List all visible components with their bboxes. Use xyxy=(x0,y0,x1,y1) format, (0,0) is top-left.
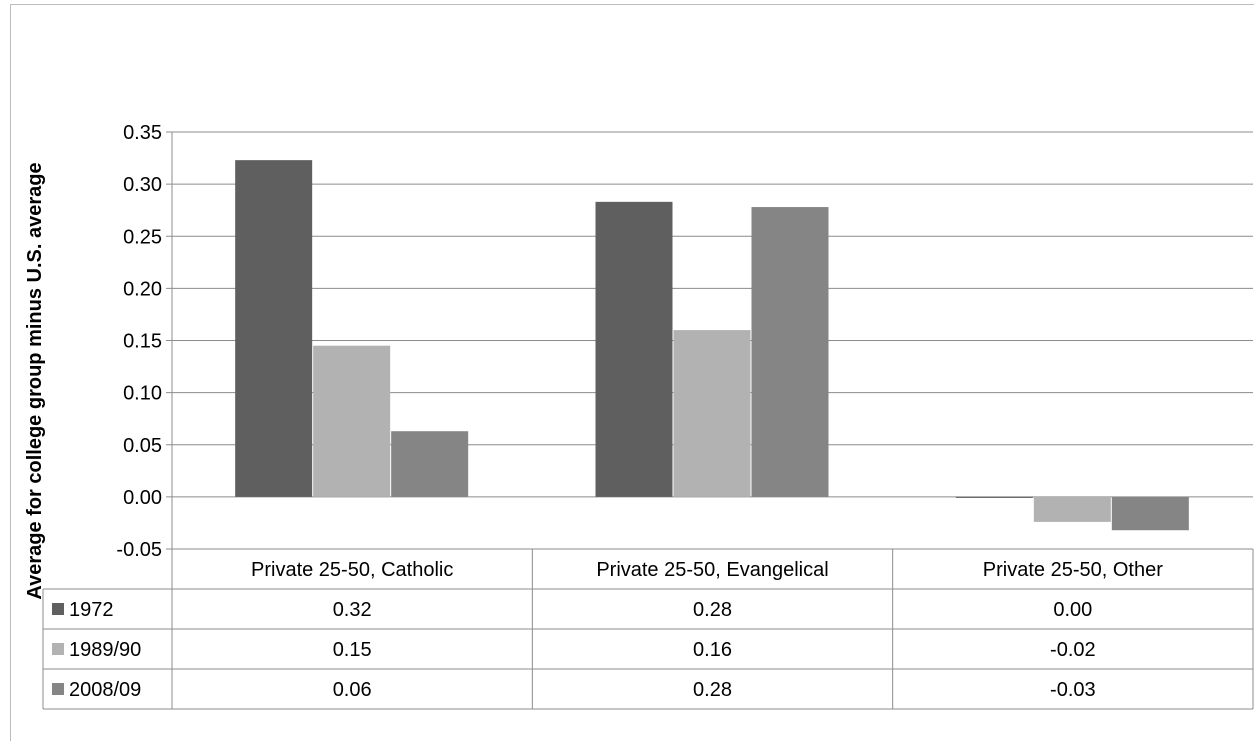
bar xyxy=(391,431,469,497)
bar xyxy=(1033,496,1111,522)
legend-label: 2008/09 xyxy=(69,679,141,701)
legend-label: 1989/90 xyxy=(69,639,141,661)
legend-swatch xyxy=(52,643,64,655)
category-label: Private 25-50, Catholic xyxy=(251,559,453,581)
legend-label: 1972 xyxy=(69,599,114,621)
data-label: 0.32 xyxy=(333,599,372,621)
y-tick-labels: 0.35 0.30 0.25 0.20 0.15 0.10 0.05 0.00 -0.05 xyxy=(116,122,162,561)
legend-swatch xyxy=(52,683,64,695)
category-label: Private 25-50, Evangelical xyxy=(596,559,828,581)
bar xyxy=(313,345,391,497)
category-label: Private 25-50, Other xyxy=(983,559,1163,581)
legend-swatch xyxy=(52,603,64,615)
bar xyxy=(751,207,829,497)
y-tick-label: 0.30 xyxy=(123,174,162,196)
y-tick-label: 0.35 xyxy=(123,122,162,144)
y-axis-label: Average for college group minus U.S. ave… xyxy=(24,162,46,599)
y-tick-label: 0.20 xyxy=(123,278,162,300)
data-label: 0.06 xyxy=(333,679,372,701)
bars xyxy=(235,160,1189,531)
data-label: 0.28 xyxy=(693,679,732,701)
data-table: Private 25-50, Catholic Private 25-50, Ev… xyxy=(42,548,1254,710)
bar xyxy=(673,330,751,497)
y-tick-label: 0.00 xyxy=(123,487,162,509)
y-tick-label: 0.15 xyxy=(123,331,162,353)
data-label: 0.28 xyxy=(693,599,732,621)
data-label: 0.00 xyxy=(1053,599,1092,621)
data-label: -0.03 xyxy=(1050,679,1096,701)
y-tick-label: -0.05 xyxy=(116,539,162,561)
data-label: -0.02 xyxy=(1050,639,1096,661)
y-tick-label: 0.10 xyxy=(123,383,162,405)
bar xyxy=(235,160,313,497)
chart-frame xyxy=(10,4,1254,741)
y-tick-label: 0.25 xyxy=(123,226,162,248)
data-label: 0.16 xyxy=(693,639,732,661)
bar xyxy=(595,201,673,497)
bar xyxy=(1111,496,1189,531)
y-tick-label: 0.05 xyxy=(123,435,162,457)
data-label: 0.15 xyxy=(333,639,372,661)
bar xyxy=(955,496,1033,498)
